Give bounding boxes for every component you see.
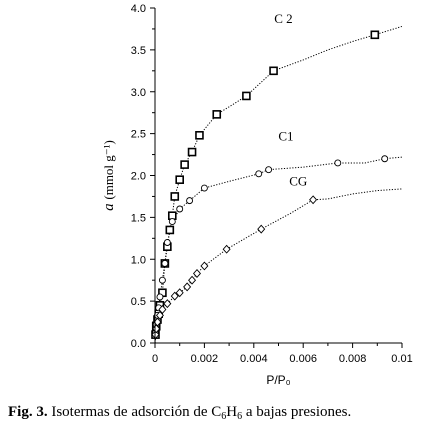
series-label-cg: CG bbox=[289, 174, 307, 189]
series-labels: C 2 C1 CG bbox=[274, 11, 307, 188]
tick-labels: 0.0 0.5 1.0 1.5 2.0 2.5 3.0 3.5 4.0 0 0.002 0.004 0.… bbox=[131, 3, 413, 365]
point-cg bbox=[192, 269, 201, 278]
x-tick-label: 0.002 bbox=[191, 353, 219, 365]
point-cg bbox=[188, 275, 197, 285]
point-c2 bbox=[370, 30, 380, 40]
point-c2 bbox=[269, 66, 278, 76]
caption-text-mid: H bbox=[226, 404, 238, 420]
point-c2 bbox=[242, 91, 251, 101]
y-tick-label: 4.0 bbox=[131, 3, 146, 15]
point-c1 bbox=[168, 218, 176, 226]
point-c1 bbox=[186, 197, 194, 205]
x-axis-label: P/P₀ bbox=[266, 373, 290, 387]
point-cg bbox=[257, 224, 266, 234]
point-cg bbox=[175, 288, 184, 298]
point-c1 bbox=[255, 170, 263, 178]
point-c1 bbox=[334, 159, 342, 167]
caption-figure-number: Fig. 3. bbox=[8, 404, 48, 420]
y-axis-label-symbol: a bbox=[101, 200, 117, 211]
y-tick-label: 3.5 bbox=[131, 45, 146, 57]
point-c1 bbox=[158, 276, 166, 284]
figure-caption: Fig. 3. Isotermas de adsorción de C6H6 a… bbox=[8, 404, 444, 422]
y-tick-label: 3.0 bbox=[131, 87, 146, 99]
point-c1 bbox=[161, 259, 169, 267]
adsorption-isotherm-chart: 0.0 0.5 1.0 1.5 2.0 2.5 3.0 3.5 4.0 0 0.002 0.004 0.… bbox=[101, 3, 413, 387]
point-c1 bbox=[200, 184, 208, 192]
caption-subscript-1: 6 bbox=[221, 411, 227, 422]
point-cg bbox=[183, 282, 192, 292]
axes bbox=[150, 7, 403, 348]
point-cg bbox=[158, 305, 167, 314]
y-tick-label: 0.5 bbox=[131, 296, 146, 308]
point-c1 bbox=[265, 166, 273, 174]
point-cg bbox=[309, 195, 318, 205]
point-cg bbox=[163, 299, 172, 309]
x-tick-label: 0.006 bbox=[289, 353, 317, 365]
point-c1 bbox=[176, 205, 184, 213]
y-axis-label: a (mmol g⁻¹) bbox=[101, 140, 117, 211]
point-cg bbox=[222, 244, 231, 254]
point-c2 bbox=[187, 147, 197, 157]
point-cg bbox=[170, 291, 179, 301]
y-tick-label: 2.0 bbox=[131, 171, 146, 183]
x-tick-label: 0.01 bbox=[391, 353, 412, 365]
point-c2 bbox=[195, 131, 204, 140]
curve-c2 bbox=[154, 25, 403, 344]
x-tick-label: 0 bbox=[152, 353, 158, 365]
x-tick-label: 0.004 bbox=[240, 353, 268, 365]
series-label-c1: C1 bbox=[278, 128, 293, 143]
point-cg bbox=[200, 261, 209, 271]
data-markers bbox=[151, 30, 389, 340]
y-tick-label: 0.0 bbox=[131, 338, 146, 350]
y-tick-label: 1.0 bbox=[131, 254, 146, 266]
point-c2 bbox=[170, 192, 180, 201]
fitted-curves bbox=[154, 25, 403, 344]
curve-c1 bbox=[154, 156, 403, 344]
point-c1 bbox=[156, 293, 164, 301]
point-c2 bbox=[175, 175, 184, 184]
caption-subscript-2: 6 bbox=[237, 411, 243, 422]
curve-cg bbox=[154, 188, 403, 344]
point-cg bbox=[155, 310, 164, 320]
caption-text-start: Isotermas de adsorción de C bbox=[47, 404, 222, 420]
series-label-c2: C 2 bbox=[274, 11, 292, 26]
point-c2 bbox=[212, 110, 222, 119]
point-c2 bbox=[180, 160, 189, 169]
point-c1 bbox=[163, 239, 171, 246]
caption-text-end: a bajas presiones. bbox=[242, 404, 352, 420]
x-tick-label: 0.008 bbox=[339, 353, 367, 365]
y-tick-label: 1.5 bbox=[131, 212, 146, 224]
y-axis-label-unit: (mmol g⁻¹) bbox=[101, 140, 116, 200]
point-c1 bbox=[381, 155, 389, 163]
y-tick-label: 2.5 bbox=[131, 129, 146, 141]
point-c2 bbox=[165, 225, 175, 235]
